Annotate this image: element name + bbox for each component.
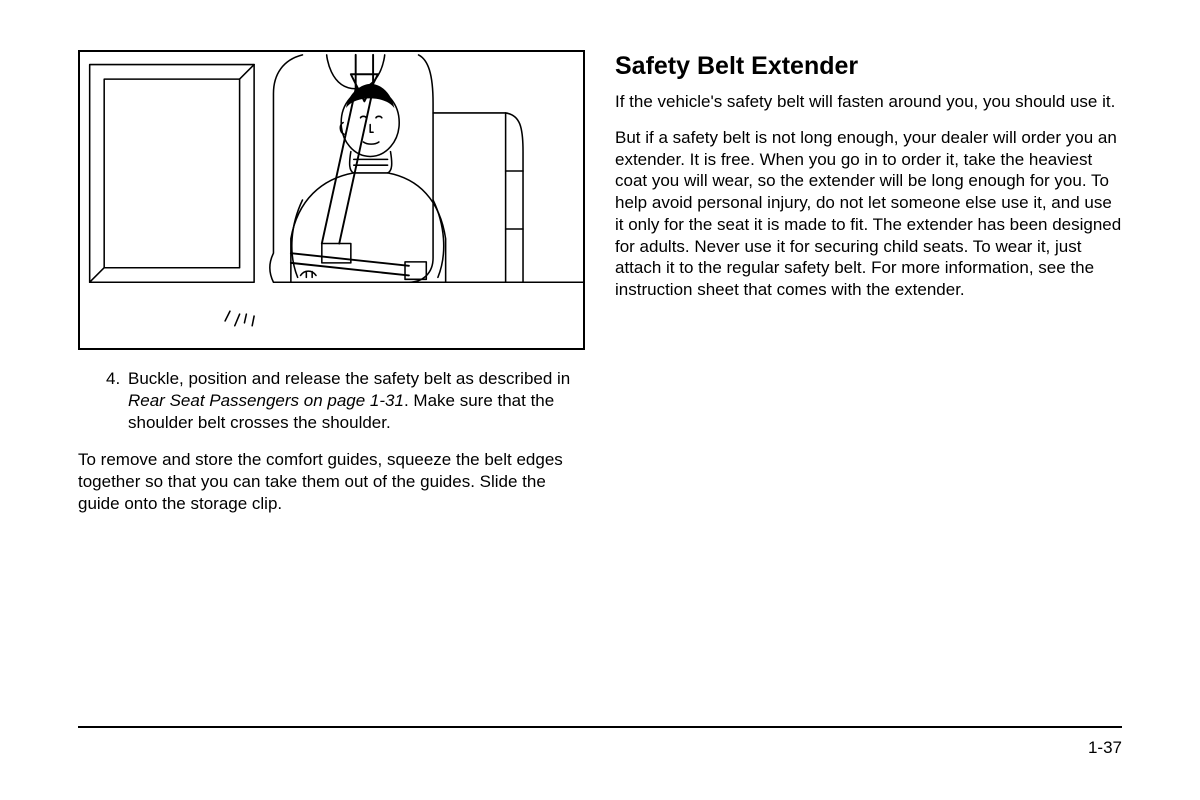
section-heading: Safety Belt Extender xyxy=(615,52,1122,81)
page-number: 1-37 xyxy=(78,738,1122,758)
removal-paragraph: To remove and store the comfort guides, … xyxy=(78,449,585,514)
step-text: Buckle, position and release the safety … xyxy=(128,368,585,433)
step-text-before: Buckle, position and release the safety … xyxy=(128,369,570,388)
manual-page: 4. Buckle, position and release the safe… xyxy=(0,0,1200,720)
instruction-step-4: 4. Buckle, position and release the safe… xyxy=(106,368,585,433)
left-column: 4. Buckle, position and release the safe… xyxy=(78,50,585,680)
step-number: 4. xyxy=(106,368,128,433)
step-cross-reference: Rear Seat Passengers on page 1-31 xyxy=(128,391,404,410)
page-footer: 1-37 xyxy=(78,726,1122,758)
right-column: Safety Belt Extender If the vehicle's sa… xyxy=(615,50,1122,680)
footer-rule xyxy=(78,726,1122,728)
extender-para-1: If the vehicle's safety belt will fasten… xyxy=(615,91,1122,113)
seatbelt-illustration xyxy=(78,50,585,350)
seatbelt-drawing-svg xyxy=(80,52,583,348)
extender-para-2: But if a safety belt is not long enough,… xyxy=(615,127,1122,301)
